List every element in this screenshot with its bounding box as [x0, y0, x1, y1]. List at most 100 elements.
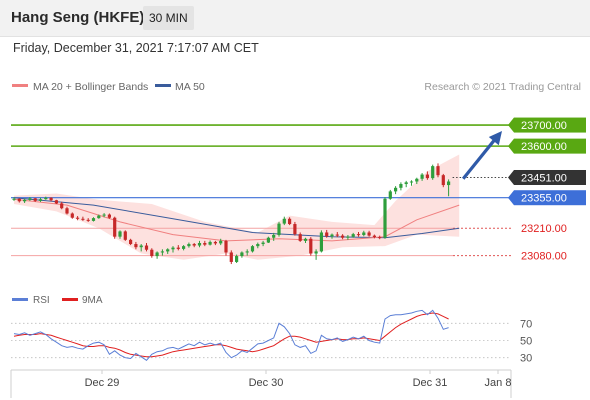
candle-body — [277, 223, 281, 235]
candle-body — [404, 182, 408, 185]
candle-body — [420, 174, 424, 179]
target-arrow — [461, 131, 502, 180]
time-axis-label: Dec 31 — [413, 377, 448, 389]
candle-body — [150, 249, 154, 257]
candle-body — [383, 198, 387, 238]
candle-body — [134, 244, 138, 248]
candle-body — [288, 218, 292, 225]
candle-body — [160, 251, 164, 253]
price-label-pointer — [508, 138, 514, 154]
candle-body — [224, 240, 228, 253]
candle-body — [107, 214, 111, 218]
candle-body — [314, 251, 318, 254]
candle-body — [91, 218, 96, 221]
candle-body — [309, 238, 313, 254]
candle-body — [261, 242, 265, 245]
candle-body — [372, 235, 376, 238]
time-axis-label: Jan 8 — [485, 377, 512, 389]
ma20-legend-label: MA 20 + Bollinger Bands — [33, 81, 148, 93]
candlesticks — [12, 163, 451, 265]
candle-body — [54, 200, 58, 204]
price-level-label: 23080.00 — [521, 251, 567, 263]
price-label-box — [514, 190, 586, 206]
candle-body — [240, 252, 244, 257]
candle-body — [155, 252, 159, 257]
candle-body — [144, 245, 149, 250]
copyright-text: Research © 2021 Trading Central — [424, 81, 581, 93]
rsi-tick-label: 50 — [520, 336, 532, 348]
price-label-box — [514, 117, 586, 133]
arrow-head — [488, 131, 502, 146]
candle-body — [81, 218, 85, 220]
price-level-label: 23700.00 — [521, 120, 567, 132]
candle-body — [44, 197, 48, 200]
price-label-pointer — [508, 117, 514, 133]
candle-body — [49, 197, 53, 201]
price-level-label: 23210.00 — [521, 223, 567, 235]
candle-body — [367, 232, 371, 236]
candle-body — [431, 166, 435, 179]
time-axis-label: Dec 29 — [85, 377, 120, 389]
ma50-legend-swatch — [155, 84, 171, 87]
candle-body — [33, 198, 37, 201]
bollinger-band-fill — [14, 154, 460, 260]
rsi-legend-swatch — [12, 298, 28, 301]
candle-body — [139, 245, 143, 248]
candle-body — [65, 208, 69, 214]
candle-body — [303, 238, 308, 241]
candle-body — [441, 175, 445, 186]
price-level-label: 23451.00 — [521, 172, 567, 184]
candle-body — [203, 242, 207, 245]
candle-body — [282, 218, 286, 224]
bollinger-band-area — [14, 154, 460, 260]
price-label-pointer — [508, 190, 514, 206]
price-level-label: 23355.00 — [521, 193, 567, 205]
candle-body — [409, 181, 414, 183]
candle-body — [86, 219, 90, 221]
candle-body — [293, 224, 297, 235]
candle-body — [272, 234, 276, 238]
rsi-legend-label: RSI — [33, 295, 50, 306]
timeframe-button[interactable]: 30 MIN — [143, 6, 194, 30]
candle-body — [176, 247, 180, 249]
candle-body — [235, 256, 239, 262]
ma20-line — [13, 198, 460, 242]
candle-body — [351, 234, 355, 237]
rsi-ma-line — [13, 312, 449, 358]
candle-body — [425, 174, 429, 179]
price-label-pointer — [508, 169, 514, 185]
rsi-tick-label: 30 — [520, 353, 532, 365]
candle-body — [388, 191, 392, 199]
candle-body — [113, 217, 117, 237]
arrow-shaft — [461, 137, 498, 180]
rsi-ma-legend-label: 9MA — [82, 295, 103, 306]
candle-body — [28, 198, 32, 200]
ma50-legend-label: MA 50 — [175, 81, 205, 93]
candle-body — [70, 213, 74, 218]
price-label-box — [514, 169, 586, 185]
candle-body — [250, 246, 255, 252]
moving-averages — [13, 197, 460, 242]
candle-body — [335, 234, 339, 236]
candle-body — [208, 241, 212, 245]
candle-body — [182, 246, 186, 249]
candle-body — [97, 215, 101, 219]
instrument-title: Hang Seng (HKFE) — [11, 9, 145, 26]
candle-body — [213, 241, 217, 244]
candle-body — [436, 166, 440, 176]
candle-body — [341, 235, 345, 238]
candle-body — [298, 234, 302, 241]
header-bar: Hang Seng (HKFE) 30 MIN — [0, 0, 590, 37]
candle-body — [17, 198, 21, 202]
ma20-legend-swatch — [12, 84, 28, 87]
time-axis-labels: Dec 29 Dec 30 Dec 31 Jan 8 — [85, 370, 512, 389]
candle-body — [229, 252, 233, 262]
candle-body — [219, 240, 223, 244]
candle-body — [12, 198, 16, 200]
candle-body — [171, 247, 175, 250]
candle-body — [319, 232, 323, 252]
rsi-line — [13, 309, 449, 361]
candle-body — [330, 234, 334, 237]
